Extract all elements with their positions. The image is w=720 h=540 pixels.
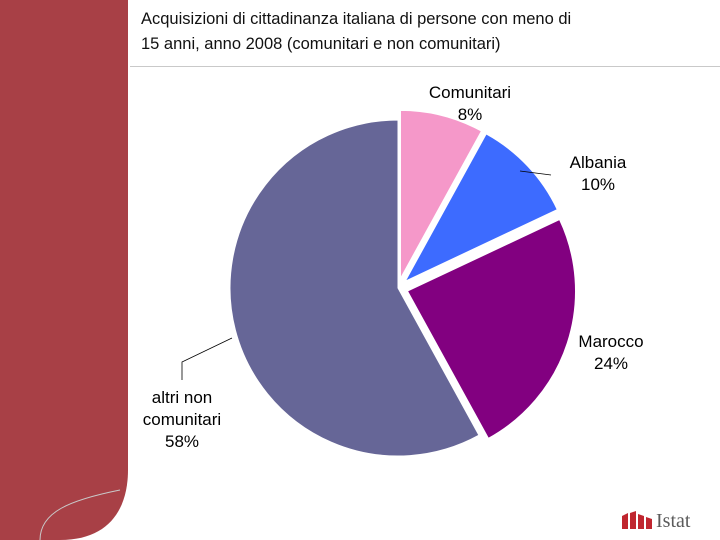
sidebar-curve-outline [39, 489, 121, 540]
pie-slice-albania [404, 133, 558, 283]
pie-slice-comunitari [399, 109, 483, 279]
albania-leader-line [519, 170, 552, 176]
slice-percent-comunitari: 8% [458, 105, 483, 124]
slice-name-marocco: Marocco [578, 332, 643, 351]
pie-slice-marocco [406, 218, 577, 439]
slice-name-albania: Albania [570, 153, 627, 172]
slice-name-altri: comunitari [143, 410, 221, 429]
chart-title-line-2: 15 anni, anno 2008 (comunitari e non com… [141, 35, 501, 53]
sidebar-decoration [0, 0, 128, 540]
altri-leader-line [181, 337, 233, 380]
slice-label-altri: altri non comunitari 58% [143, 388, 221, 451]
pie-slice-altri [229, 119, 480, 457]
slice-label-comunitari: Comunitari 8% [429, 83, 511, 124]
sidebar-shape [0, 0, 128, 540]
slice-label-albania: Albania 10% [570, 153, 627, 194]
chart-title: Acquisizioni di cittadinanza italiana di… [141, 7, 716, 57]
slice-percent-marocco: 24% [594, 354, 628, 373]
slice-percent-altri: 58% [165, 432, 199, 451]
slice-name-comunitari: Comunitari [429, 83, 511, 102]
slice-label-marocco: Marocco 24% [578, 332, 643, 373]
istat-logo-text: Istat [656, 510, 691, 532]
chart-title-line-1: Acquisizioni di cittadinanza italiana di… [141, 10, 572, 28]
istat-logo-icon [622, 511, 652, 529]
slice-name-altri: altri non [152, 388, 212, 407]
title-divider [130, 66, 720, 67]
slice-percent-albania: 10% [581, 175, 615, 194]
